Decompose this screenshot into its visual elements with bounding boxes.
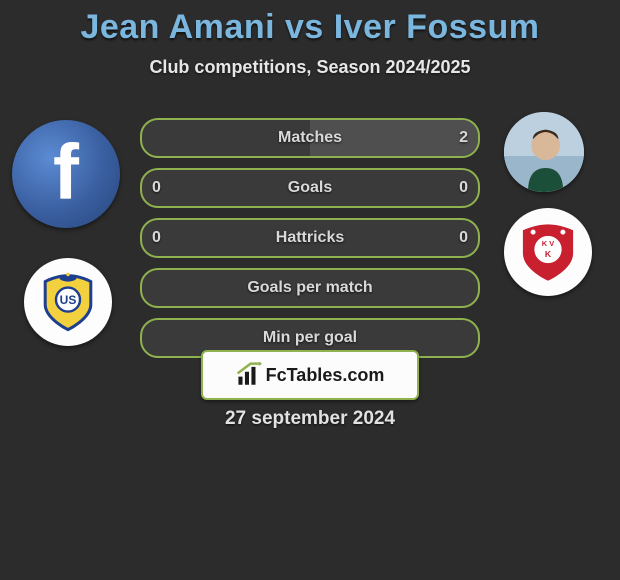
bars-icon xyxy=(236,362,262,388)
player-photo-icon xyxy=(504,112,584,192)
stat-row: Matches 2 xyxy=(140,118,480,158)
stat-value-right: 2 xyxy=(459,129,468,147)
stat-rows: Matches 2 Goals 0 0 Hattricks 0 0 Goals per matc… xyxy=(140,118,480,368)
stat-label: Matches xyxy=(278,129,342,147)
brand-badge[interactable]: FcTables.com xyxy=(201,350,419,400)
stat-row: Goals 0 0 xyxy=(140,168,480,208)
page-title: Jean Amani vs Iver Fossum xyxy=(0,0,620,47)
brand-text: FcTables.com xyxy=(266,365,385,386)
stat-value-left: 0 xyxy=(152,179,161,197)
stat-value-left: 0 xyxy=(152,229,161,247)
comparison-card: Jean Amani vs Iver Fossum Club competiti… xyxy=(0,0,620,580)
stat-value-right: 0 xyxy=(459,179,468,197)
svg-text:K: K xyxy=(545,249,552,259)
svg-text:US: US xyxy=(60,293,77,307)
stat-label: Min per goal xyxy=(263,329,357,347)
stat-row: Hattricks 0 0 xyxy=(140,218,480,258)
usg-crest-icon: US xyxy=(24,258,112,346)
kvk-crest-icon: K V K xyxy=(504,208,592,296)
facebook-placeholder-icon xyxy=(12,120,120,228)
stat-label: Goals per match xyxy=(247,279,372,297)
stat-label: Goals xyxy=(288,179,332,197)
svg-text:K V: K V xyxy=(542,239,554,248)
stat-row: Goals per match xyxy=(140,268,480,308)
stat-label: Hattricks xyxy=(276,229,344,247)
stat-value-right: 0 xyxy=(459,229,468,247)
page-subtitle: Club competitions, Season 2024/2025 xyxy=(0,57,620,78)
date-label: 27 september 2024 xyxy=(225,408,395,430)
